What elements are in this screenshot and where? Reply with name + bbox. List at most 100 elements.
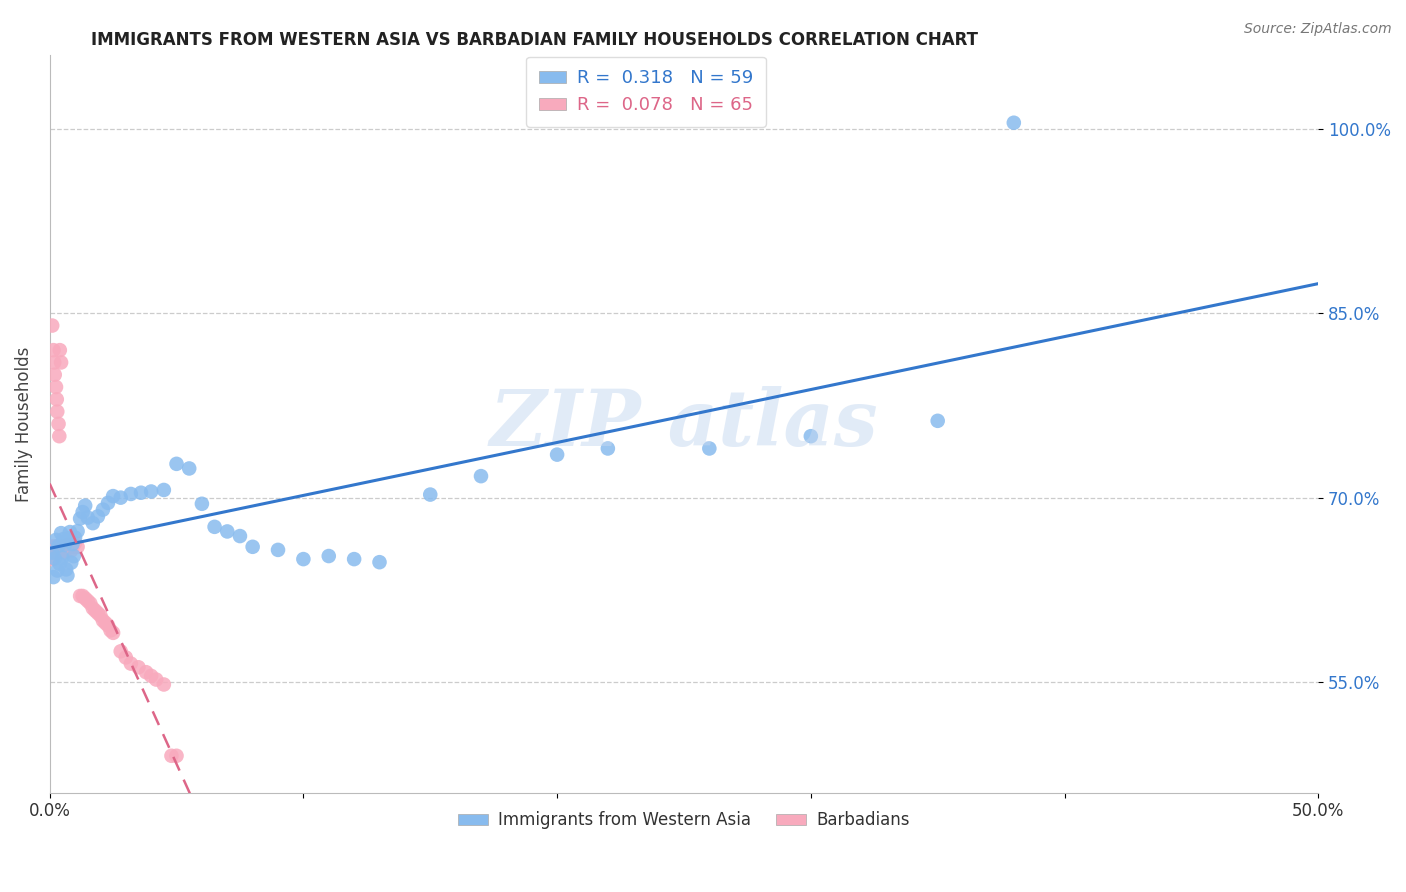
Legend: Immigrants from Western Asia, Barbadians: Immigrants from Western Asia, Barbadians: [451, 805, 917, 836]
Point: [49, 557, 72, 571]
Point: [41, 546, 63, 560]
Point: [58, 537, 80, 551]
Point: [69, 589, 91, 603]
Point: [62, 537, 84, 551]
Point: [75, 499, 97, 513]
Point: [62, 540, 84, 554]
Point: [58, 532, 80, 546]
Point: [51, 540, 73, 554]
Point: [39, 540, 62, 554]
Point: [84, 604, 107, 618]
Point: [546, 448, 568, 462]
Point: [44, 368, 66, 382]
Point: [87, 606, 110, 620]
Point: [82, 516, 104, 530]
Point: [46, 540, 69, 554]
Point: [60, 543, 83, 558]
Point: [153, 677, 176, 691]
Point: [76, 510, 98, 524]
Point: [114, 650, 136, 665]
Point: [66, 524, 89, 538]
Point: [89, 608, 111, 623]
Point: [49, 343, 72, 358]
Point: [63, 531, 86, 545]
Point: [217, 524, 239, 539]
Point: [75, 591, 97, 606]
Point: [100, 624, 122, 638]
Point: [229, 529, 252, 543]
Point: [120, 657, 142, 671]
Point: [141, 669, 163, 683]
Point: [42, 540, 65, 554]
Point: [94, 615, 117, 630]
Point: [52, 532, 75, 546]
Point: [120, 487, 142, 501]
Point: [145, 673, 167, 687]
Text: Source: ZipAtlas.com: Source: ZipAtlas.com: [1244, 22, 1392, 37]
Point: [51, 550, 73, 565]
Point: [44, 542, 66, 557]
Point: [51, 545, 73, 559]
Point: [45, 380, 67, 394]
Point: [267, 542, 290, 557]
Point: [699, 442, 721, 456]
Point: [49, 542, 72, 557]
Point: [60, 556, 83, 570]
Point: [204, 520, 226, 534]
Point: [52, 540, 75, 554]
Point: [101, 625, 124, 640]
Point: [179, 461, 201, 475]
Point: [153, 483, 176, 497]
Point: [62, 537, 84, 551]
Point: [91, 614, 114, 628]
Point: [242, 540, 264, 554]
Point: [166, 457, 188, 471]
Point: [52, 542, 75, 557]
Point: [44, 551, 66, 566]
Point: [41, 540, 63, 554]
Point: [51, 540, 73, 554]
Point: [166, 748, 188, 763]
Point: [343, 552, 366, 566]
Point: [76, 594, 98, 608]
Point: [97, 618, 120, 632]
Point: [79, 596, 101, 610]
Point: [101, 489, 124, 503]
Point: [55, 540, 77, 554]
Point: [45, 392, 67, 407]
Point: [87, 509, 110, 524]
Point: [141, 484, 163, 499]
Point: [53, 546, 76, 560]
Point: [97, 496, 120, 510]
Point: [41, 318, 63, 333]
Point: [66, 540, 89, 554]
Point: [53, 540, 76, 554]
Point: [46, 564, 69, 578]
Point: [470, 469, 492, 483]
Point: [62, 549, 84, 564]
Point: [48, 542, 70, 557]
Text: ZIP atlas: ZIP atlas: [489, 385, 879, 462]
Point: [160, 748, 183, 763]
Point: [72, 589, 94, 603]
Point: [318, 549, 340, 563]
Point: [44, 355, 66, 369]
Point: [191, 497, 214, 511]
Point: [41, 546, 63, 560]
Point: [56, 540, 79, 554]
Point: [59, 540, 82, 554]
Point: [41, 552, 63, 566]
Point: [1002, 116, 1025, 130]
Point: [72, 505, 94, 519]
Point: [45, 540, 67, 554]
Point: [56, 568, 79, 582]
Point: [42, 343, 65, 358]
Point: [91, 502, 114, 516]
Point: [48, 539, 70, 553]
Point: [45, 533, 67, 547]
Point: [292, 552, 315, 566]
Y-axis label: Family Households: Family Households: [15, 346, 32, 501]
Point: [49, 526, 72, 541]
Point: [49, 540, 72, 554]
Point: [368, 555, 391, 569]
